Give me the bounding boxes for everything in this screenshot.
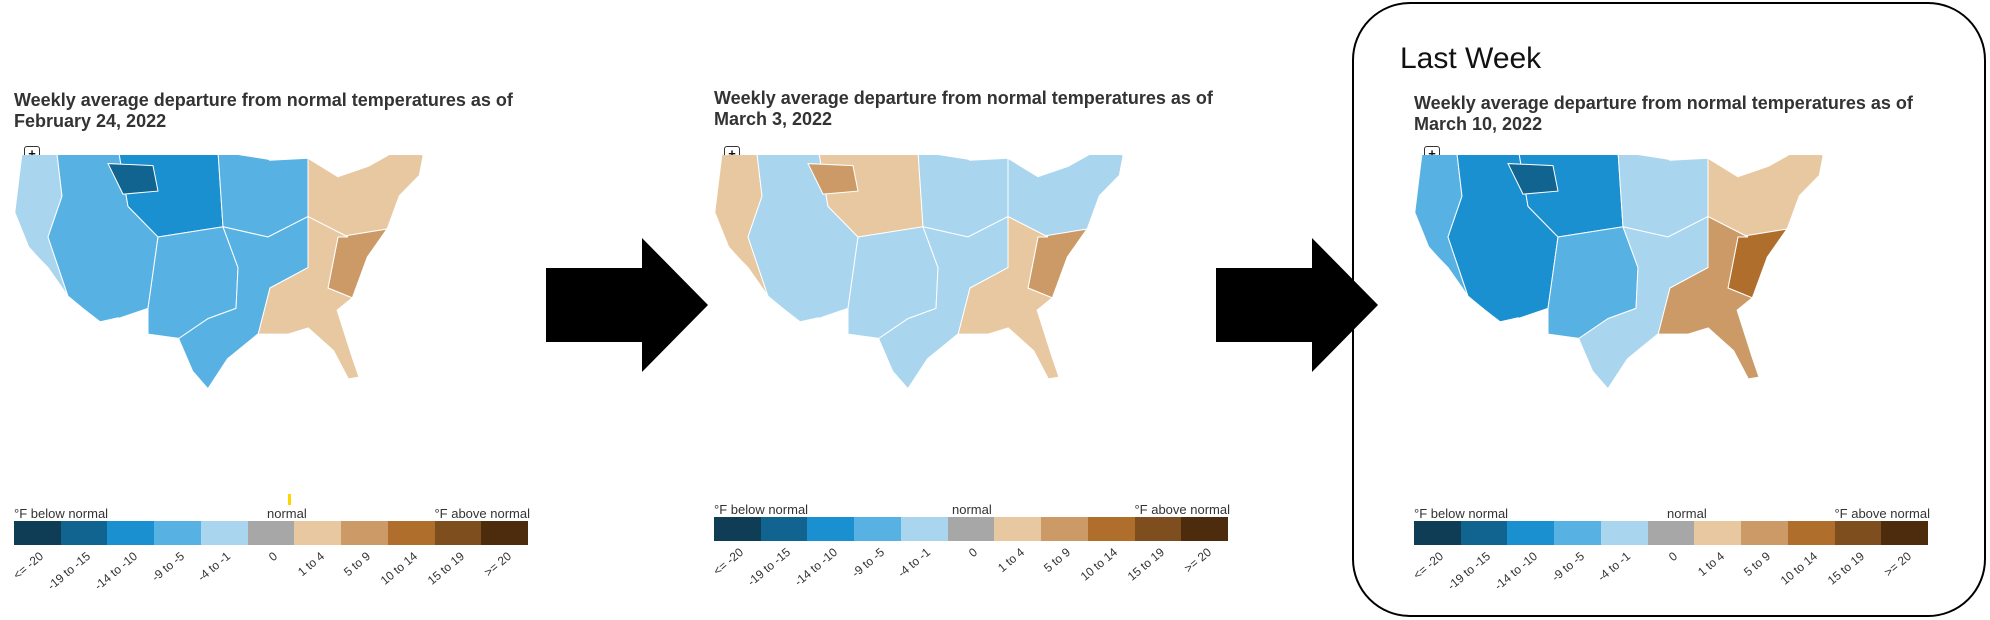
scale-swatch — [247, 521, 295, 545]
value-marker — [288, 494, 291, 505]
scale-swatch — [200, 521, 248, 545]
scale-swatch — [1600, 521, 1648, 545]
scale-tick-labels: <= -20 -19 to -15 -14 to -10 -9 to -5 -4 to … — [11, 549, 528, 619]
scale-swatch — [947, 517, 995, 541]
legend-normal-label: normal — [267, 506, 307, 521]
us-temperature-map[interactable] — [708, 155, 1238, 475]
arrow-right-icon — [546, 238, 708, 372]
scale-swatch — [1414, 521, 1461, 545]
map-title: Weekly average departure from normal tem… — [1414, 93, 1913, 134]
scale-swatch — [1647, 521, 1695, 545]
scale-swatch — [1787, 521, 1835, 545]
region-core-dark[interactable] — [807, 163, 859, 195]
scale-swatch — [1554, 521, 1601, 545]
scale-swatch — [1460, 521, 1508, 545]
scale-swatch — [434, 521, 482, 545]
scale-swatch — [107, 521, 155, 545]
scale-swatch — [1087, 517, 1135, 541]
color-scale — [14, 521, 529, 545]
map-panel-feb-24: Weekly average departure from normal tem… — [0, 0, 560, 620]
scale-swatch — [714, 517, 761, 541]
arrow-right-icon — [1216, 238, 1378, 372]
scale-swatch — [760, 517, 808, 541]
map-title: Weekly average departure from normal tem… — [14, 90, 513, 131]
us-temperature-map[interactable] — [8, 155, 538, 475]
scale-swatch — [387, 521, 435, 545]
us-outline — [712, 155, 1126, 393]
scale-swatch — [1694, 521, 1742, 545]
region-core-dark[interactable] — [1507, 163, 1559, 195]
scale-swatch — [1507, 521, 1555, 545]
legend-below-label: °F below normal — [714, 502, 809, 517]
scale-swatch — [1134, 517, 1182, 541]
last-week-label: Last Week — [1400, 42, 1542, 75]
us-outline — [1412, 155, 1826, 393]
scale-swatch — [481, 521, 529, 545]
scale-swatch — [854, 517, 901, 541]
scale-swatch — [1041, 517, 1088, 541]
scale-swatch — [1834, 521, 1882, 545]
legend-normal-label: normal — [1667, 506, 1707, 521]
map-panel-mar-03: Weekly average departure from normal tem… — [700, 0, 1260, 620]
scale-tick-labels: <= -20 -19 to -15 -14 to -10 -9 to -5 -4 to … — [711, 545, 1228, 615]
us-outline — [12, 155, 426, 393]
scale-swatch — [807, 517, 855, 541]
map-title: Weekly average departure from normal tem… — [714, 88, 1213, 129]
scale-swatch — [294, 521, 342, 545]
legend-normal-label: normal — [952, 502, 992, 517]
legend-above-label: °F above normal — [1834, 506, 1930, 521]
us-temperature-map[interactable] — [1408, 155, 1938, 475]
map-panel-mar-10: Weekly average departure from normal tem… — [1400, 0, 1960, 620]
scale-swatch — [1181, 517, 1229, 541]
scale-tick-labels: <= -20 -19 to -15 -14 to -10 -9 to -5 -4 to … — [1411, 549, 1928, 619]
scale-swatch — [1741, 521, 1788, 545]
scale-swatch — [14, 521, 61, 545]
scale-swatch — [154, 521, 201, 545]
color-scale — [1414, 521, 1929, 545]
scale-swatch — [1881, 521, 1929, 545]
scale-swatch — [900, 517, 948, 541]
legend-below-label: °F below normal — [1414, 506, 1509, 521]
legend-above-label: °F above normal — [1134, 502, 1230, 517]
color-scale — [714, 517, 1229, 541]
legend-above-label: °F above normal — [434, 506, 530, 521]
scale-swatch — [60, 521, 108, 545]
region-core-dark[interactable] — [107, 163, 159, 195]
scale-swatch — [341, 521, 388, 545]
highlight-frame — [1352, 2, 1986, 617]
scale-swatch — [994, 517, 1042, 541]
legend-below-label: °F below normal — [14, 506, 109, 521]
